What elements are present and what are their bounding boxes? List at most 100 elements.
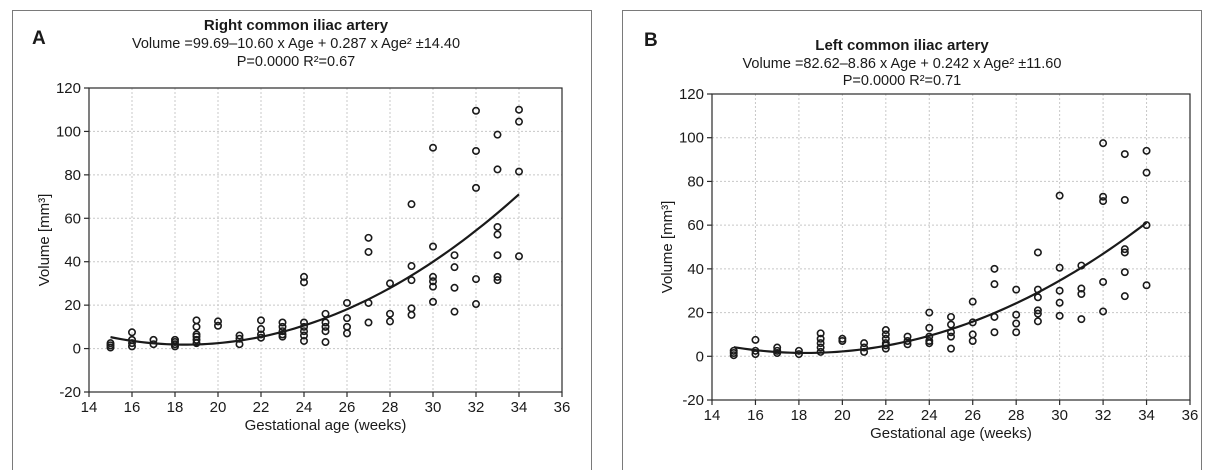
data-point (450, 263, 459, 272)
x-tick-label: 28 (1008, 407, 1025, 424)
x-tick-label: 22 (253, 399, 270, 416)
x-tick-label: 14 (704, 407, 721, 424)
data-point (321, 309, 330, 318)
data-point (838, 334, 847, 343)
data-point (321, 338, 330, 347)
data-point (860, 339, 869, 348)
x-axis-label: Gestational age (weeks) (245, 417, 407, 434)
data-point (925, 308, 934, 317)
data-point (257, 330, 266, 339)
data-point (1099, 197, 1108, 206)
x-tick-label: 30 (1051, 407, 1068, 424)
y-tick-label: 120 (56, 80, 81, 97)
data-point (364, 233, 373, 242)
data-point (299, 278, 308, 287)
data-point (493, 130, 502, 139)
data-point (128, 328, 137, 337)
x-tick-label: 18 (791, 407, 808, 424)
x-tick-label: 36 (554, 399, 571, 416)
x-tick-label: 34 (511, 399, 528, 416)
data-point (428, 297, 437, 306)
data-point (1099, 277, 1108, 286)
data-point (816, 343, 825, 352)
y-tick-label: 20 (687, 305, 704, 322)
data-point (428, 282, 437, 291)
x-tick-label: 26 (964, 407, 981, 424)
data-point (1142, 168, 1151, 177)
data-point (881, 344, 890, 353)
y-tick-label: 20 (64, 297, 81, 314)
data-point (471, 300, 480, 309)
y-tick-label: 120 (679, 86, 704, 103)
data-point (493, 165, 502, 174)
data-point (751, 346, 760, 355)
x-tick-label: 18 (167, 399, 184, 416)
data-point (321, 322, 330, 331)
data-point (257, 325, 266, 334)
data-point (946, 312, 955, 321)
data-point (493, 222, 502, 231)
data-point (1077, 261, 1086, 270)
data-point (990, 264, 999, 273)
data-point (773, 343, 782, 352)
data-point (903, 340, 912, 349)
data-point (816, 334, 825, 343)
data-point (1077, 315, 1086, 324)
data-point (471, 183, 480, 192)
x-tick-label: 16 (747, 407, 764, 424)
data-point (321, 318, 330, 327)
y-tick-label: -20 (59, 384, 81, 401)
data-point (278, 330, 287, 339)
data-point (990, 312, 999, 321)
regression-stats: P=0.0000 R²=0.67 (237, 54, 356, 70)
data-point (925, 336, 934, 345)
data-point (149, 340, 158, 349)
data-point (428, 272, 437, 281)
data-point (1055, 298, 1064, 307)
data-point (816, 347, 825, 356)
plot-area (88, 87, 563, 393)
data-point (299, 318, 308, 327)
data-point (128, 335, 137, 344)
x-tick-label: 26 (339, 399, 356, 416)
x-tick-label: 32 (1095, 407, 1112, 424)
y-tick-label: 100 (679, 130, 704, 147)
y-tick-label: 80 (687, 173, 704, 190)
data-point (1077, 289, 1086, 298)
data-point (1012, 310, 1021, 319)
data-point (493, 251, 502, 260)
data-point (214, 321, 223, 330)
data-point (106, 339, 115, 348)
data-point (1142, 281, 1151, 290)
data-point (1055, 286, 1064, 295)
y-tick-label: 60 (64, 210, 81, 227)
data-point (493, 230, 502, 239)
data-point (407, 310, 416, 319)
data-point (342, 314, 351, 323)
data-point (342, 298, 351, 307)
data-point (514, 117, 523, 126)
y-tick-label: 80 (64, 167, 81, 184)
scatter-chart: B Left common iliac artery Volume =82.62… (644, 30, 1198, 442)
data-point (235, 331, 244, 340)
y-axis-label: Volume [mm³] (36, 194, 53, 287)
data-point (514, 105, 523, 114)
data-point (860, 347, 869, 356)
data-point (192, 330, 201, 339)
data-point (990, 280, 999, 289)
data-point (428, 277, 437, 286)
y-tick-label: 100 (56, 123, 81, 140)
data-point (192, 316, 201, 325)
data-point (968, 318, 977, 327)
data-point (514, 167, 523, 176)
data-point (773, 346, 782, 355)
data-point (1120, 196, 1129, 205)
y-tick-label: 60 (687, 217, 704, 234)
data-point (214, 317, 223, 326)
data-point (450, 283, 459, 292)
scatter-chart: A Right common iliac artery Volume =99.6… (32, 17, 571, 434)
x-tick-label: 22 (877, 407, 894, 424)
data-point (299, 322, 308, 331)
data-point (1012, 319, 1021, 328)
panel-label: B (644, 30, 658, 51)
